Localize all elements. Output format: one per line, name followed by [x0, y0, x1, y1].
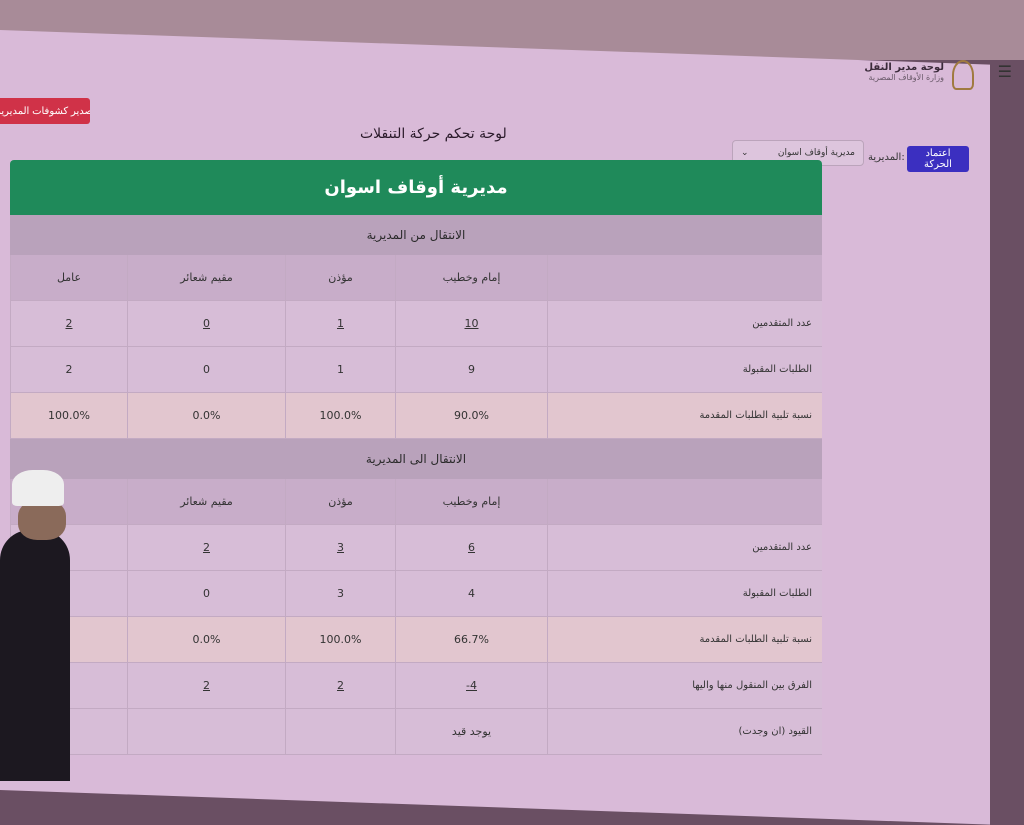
table-cell: 100.0% — [285, 393, 395, 438]
row-label: القيود (ان وجدت) — [547, 709, 822, 754]
column-header: عامل — [10, 255, 127, 300]
row-label: الفرق بين المنقول منها واليها — [547, 663, 822, 708]
row-label: الطلبات المقبولة — [547, 347, 822, 392]
count-link[interactable]: 2 — [10, 301, 127, 346]
table-cell: 0.0% — [127, 393, 285, 438]
table-row: نسبة تلبية الطلبات المقدمة 66.7% 100.0% 0.0… — [10, 617, 822, 663]
table-row: الطلبات المقبولة 9 1 0 2 — [10, 347, 822, 393]
table-cell: 0.0% — [127, 617, 285, 662]
table-row: الطلبات المقبولة 4 3 0 — [10, 571, 822, 617]
hamburger-icon[interactable]: ☰ — [997, 62, 1012, 81]
table-cell: 9 — [395, 347, 547, 392]
row-label: عدد المتقدمين — [547, 525, 822, 570]
count-link[interactable]: 3 — [285, 525, 395, 570]
directorate-label: المديرية: — [868, 152, 905, 163]
table-cell: 2 — [10, 347, 127, 392]
row-label: نسبة تلبية الطلبات المقدمة — [547, 393, 822, 438]
chevron-down-icon: ⌄ — [741, 148, 749, 158]
table-row: عدد المتقدمين 6 3 2 — [10, 525, 822, 571]
count-link[interactable]: 2 — [285, 663, 395, 708]
column-header: مقيم شعائر — [127, 255, 285, 300]
count-link[interactable]: 2 — [127, 663, 285, 708]
table-cell: 4 — [395, 571, 547, 616]
table-row: نسبة تلبية الطلبات المقدمة 90.0% 100.0% 0.0… — [10, 393, 822, 439]
table-cell: 0 — [127, 571, 285, 616]
count-link[interactable]: 2 — [127, 525, 285, 570]
column-header: مقيم شعائر — [127, 479, 285, 524]
stats-card: مديرية أوقاف اسوان الانتقال من المديرية إ… — [10, 160, 822, 755]
brand-title: لوحة مدير النقل — [864, 62, 944, 73]
table-cell: 0 — [127, 347, 285, 392]
table-cell — [285, 709, 395, 754]
column-header — [547, 479, 822, 524]
table-cell: 66.7% — [395, 617, 547, 662]
table-cell: 1 — [285, 347, 395, 392]
export-button[interactable]: تصدير كشوفات المديرية — [0, 98, 90, 124]
row-label: عدد المتقدمين — [547, 301, 822, 346]
count-link[interactable]: 0 — [127, 301, 285, 346]
ministry-logo — [952, 60, 974, 90]
table-cell: 100.0% — [285, 617, 395, 662]
section-title: الانتقال من المديرية — [10, 215, 822, 255]
table-row: القيود (ان وجدت) يوجد قيد — [10, 709, 822, 755]
section-title: الانتقال الى المديرية — [10, 439, 822, 479]
table-cell — [127, 709, 285, 754]
column-header-row: إمام وخطيب مؤذن مقيم شعائر عامل — [10, 255, 822, 301]
count-link[interactable]: 10 — [395, 301, 547, 346]
directorate-value: مديرية أوقاف اسوان — [777, 148, 855, 158]
column-header: إمام وخطيب — [395, 255, 547, 300]
count-link[interactable]: 6 — [395, 525, 547, 570]
brand-subtitle: وزارة الأوقاف المصرية — [868, 73, 944, 82]
approve-movement-button[interactable]: اعتماد الحركة — [907, 146, 969, 172]
table-cell: 100.0% — [10, 393, 127, 438]
row-label: نسبة تلبية الطلبات المقدمة — [547, 617, 822, 662]
table-cell: 3 — [285, 571, 395, 616]
table-cell: 90.0% — [395, 393, 547, 438]
table-row: الفرق بين المنقول منها واليها 4- 2 2 — [10, 663, 822, 709]
column-header: إمام وخطيب — [395, 479, 547, 524]
row-label: الطلبات المقبولة — [547, 571, 822, 616]
table-row: عدد المتقدمين 10 1 0 2 — [10, 301, 822, 347]
count-link[interactable]: 4- — [395, 663, 547, 708]
card-title: مديرية أوقاف اسوان — [10, 160, 822, 215]
page-title: لوحة تحكم حركة التنقلات — [360, 126, 507, 142]
table-cell: يوجد قيد — [395, 709, 547, 754]
column-header: مؤذن — [285, 479, 395, 524]
presenter-silhouette — [0, 470, 70, 781]
column-header — [547, 255, 822, 300]
count-link[interactable]: 1 — [285, 301, 395, 346]
brand: لوحة مدير النقل وزارة الأوقاف المصرية — [864, 62, 944, 82]
column-header — [10, 479, 127, 524]
column-header: مؤذن — [285, 255, 395, 300]
column-header-row: إمام وخطيب مؤذن مقيم شعائر — [10, 479, 822, 525]
